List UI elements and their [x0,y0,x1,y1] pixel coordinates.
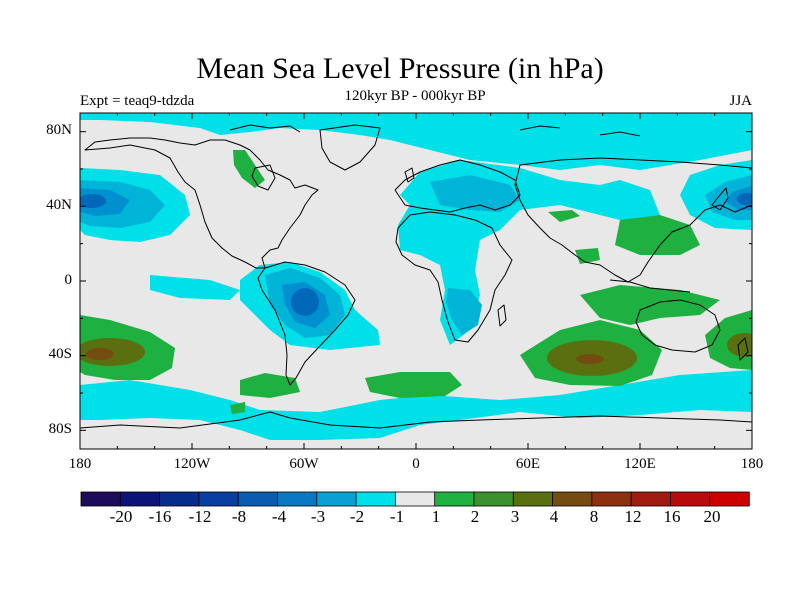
lon-tick-label: 120E [624,456,656,472]
colorbar-swatch [159,491,200,507]
colorbar-label: -20 [109,507,133,526]
colorbar-swatch [591,491,632,507]
s-ocean-patch [230,402,245,414]
s-pacific-max [86,348,114,360]
greenland-high [233,150,265,188]
colorbar-swatch [630,491,672,507]
lat-tick-label: 80N [46,122,72,138]
anomaly-fields [80,113,752,440]
w-pacific-high [615,215,700,255]
india-high [575,248,600,264]
colorbar-label: 4 [549,507,559,526]
colorbar-label: 3 [510,507,520,526]
arctic-islands [229,124,641,137]
colorbar-swatch [355,491,397,507]
lon-tick-label: 180 [68,456,92,472]
s-atlantic-high [365,372,462,398]
colorbar-swatch [237,491,279,507]
map-subtitle: 120kyr BP - 000kyr BP [344,88,486,104]
europe-core [430,175,520,212]
colorbar-label: 2 [470,507,480,526]
japan-coast [711,187,729,211]
lon-tick-label: 0 [412,456,420,472]
colorbar-label: 1 [431,507,441,526]
south-america-coast [257,261,356,386]
colorbar-label: -12 [188,507,212,526]
antarctica-coast [80,411,752,429]
maritime-high [580,285,720,325]
southern-band [80,370,752,440]
colorbar-swatch [709,491,750,507]
africa-core [446,288,482,335]
australia-coast [635,299,721,353]
colorbar-swatch [473,491,514,507]
colorbar-label: -8 [231,507,247,526]
map-ticks [79,113,753,449]
colorbar-swatch [119,491,161,507]
new-zealand-coast [737,337,749,361]
colorbar-swatch [198,491,239,507]
lon-tick-label: 60W [289,456,319,472]
colorbar-swatch [394,491,436,507]
colorbar-swatch [434,491,475,507]
pacific-tropical-neg [150,275,240,300]
lon-tick-label: 120W [173,456,211,472]
map-title: Mean Sea Level Pressure (in hPa) [196,52,604,85]
deepest-negative-regions [80,193,752,316]
north-america-coast [84,137,319,269]
south-america-deep [291,288,319,316]
indian-ocean-max [576,354,604,364]
asia-coast [514,157,752,283]
colorbar-swatch [316,491,357,507]
colorbar-swatch [80,491,121,507]
colorbar-swatch [277,491,318,507]
colorbar-label: -2 [349,507,365,526]
strongest-positive-regions [86,348,604,364]
experiment-label: Expt = teaq9-tdzda [80,93,195,109]
colorbar-swatch [512,491,554,507]
hudson-bay [251,164,276,191]
arabia-high [548,210,580,222]
colorbar-label: 12 [624,507,642,526]
lon-tick-label: 60E [515,456,541,472]
colorbar-label: -16 [148,507,172,526]
colorbar-label: 20 [703,507,721,526]
madagascar-coast [497,304,507,327]
season-label: JJA [729,93,752,109]
colorbar-label: 8 [589,507,599,526]
lat-tick-label: 40S [48,346,72,362]
n-pacific-deep-east [737,193,752,205]
s-pacific-core-east [727,333,752,357]
colorbar-label: -4 [271,507,287,526]
uk-coast [404,167,415,183]
colorbar-swatch [552,491,593,507]
greenland-coast [319,124,381,171]
lat-tick-label: 80S [48,421,72,437]
colorbar [80,491,750,507]
colorbar-label: -3 [310,507,326,526]
africa-coast [395,211,513,343]
n-pacific-deep [80,194,106,208]
patagonia-high [240,373,300,398]
europe-coast [394,159,521,213]
lat-tick-label: 0 [64,272,73,288]
lat-tick-label: 40N [46,197,72,213]
colorbar-label: 16 [663,507,681,526]
indonesia-coast [609,279,691,293]
coastlines [80,124,752,429]
colorbar-swatch [670,491,711,507]
colorbar-label: -1 [389,507,405,526]
arctic-negative [80,113,752,170]
lon-tick-label: 180 [740,456,764,472]
